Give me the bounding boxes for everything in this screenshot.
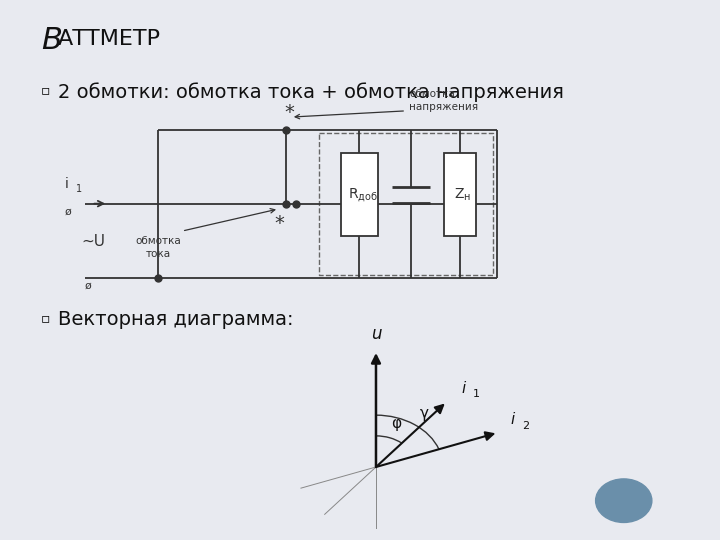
Circle shape bbox=[595, 479, 652, 523]
Text: γ: γ bbox=[420, 407, 428, 421]
Point bbox=[153, 273, 164, 282]
Bar bbox=[341, 153, 378, 237]
Text: 2 обмотки: обмотка тока + обмотка напряжения: 2 обмотки: обмотка тока + обмотка напряж… bbox=[58, 82, 564, 102]
Text: обмотка
напряжения: обмотка напряжения bbox=[410, 90, 479, 112]
Text: 1: 1 bbox=[76, 184, 82, 194]
Text: Векторная диаграмма:: Векторная диаграмма: bbox=[58, 310, 294, 329]
Text: обмотка
тока: обмотка тока bbox=[135, 237, 181, 259]
Point bbox=[290, 199, 302, 208]
Text: φ: φ bbox=[392, 416, 402, 430]
Text: 2: 2 bbox=[522, 421, 528, 431]
Point bbox=[280, 199, 292, 208]
Bar bbox=[444, 153, 476, 237]
Point bbox=[280, 126, 292, 134]
Text: ø: ø bbox=[85, 280, 91, 291]
Text: ~U: ~U bbox=[81, 234, 105, 249]
Text: Z$_{\mathsf{н}}$: Z$_{\mathsf{н}}$ bbox=[454, 187, 472, 203]
Text: i: i bbox=[462, 381, 466, 396]
Text: ▫: ▫ bbox=[41, 312, 50, 326]
Text: R$_{\mathsf{доб}}$: R$_{\mathsf{доб}}$ bbox=[348, 186, 377, 204]
Text: ▫: ▫ bbox=[41, 83, 50, 97]
Text: *: * bbox=[284, 103, 294, 122]
Text: u: u bbox=[371, 325, 381, 342]
Text: АТТМЕТР: АТТМЕТР bbox=[58, 29, 161, 49]
Text: В: В bbox=[41, 26, 62, 56]
Text: 1: 1 bbox=[473, 389, 480, 399]
Text: *: * bbox=[274, 214, 284, 233]
Text: ø: ø bbox=[65, 206, 71, 216]
Text: i: i bbox=[65, 177, 68, 191]
Text: i: i bbox=[510, 412, 515, 427]
